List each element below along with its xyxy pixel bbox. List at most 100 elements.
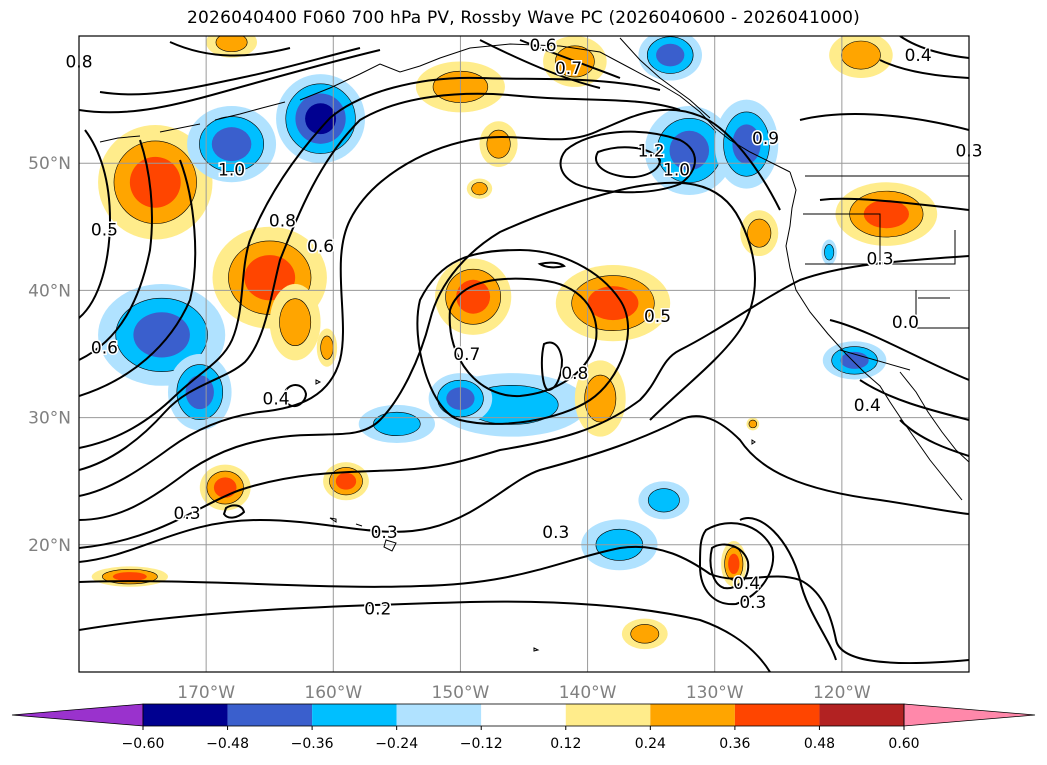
contour-label: 0.7 xyxy=(553,57,583,80)
colorbar-tick-label: 0.48 xyxy=(804,736,835,752)
map-frame xyxy=(78,35,970,673)
anomaly-level xyxy=(863,199,909,229)
anomaly-blob xyxy=(316,328,338,367)
contour-label: 1.0 xyxy=(662,159,692,182)
anomaly-blob xyxy=(555,264,671,342)
contour-label: 0.3 xyxy=(541,522,571,545)
contour-label-text: 0.4 xyxy=(263,390,290,410)
anomaly-level xyxy=(647,488,680,513)
anomaly-blob xyxy=(435,258,512,335)
anomaly-level xyxy=(279,298,312,346)
colorbar-bin xyxy=(650,704,735,726)
contour-label: 0.8 xyxy=(560,363,590,386)
contour-label: 0.5 xyxy=(89,219,119,242)
contour-label-text: 0.3 xyxy=(371,523,398,543)
anomaly-level xyxy=(244,255,296,301)
colorbar-tick-label: 0.36 xyxy=(719,736,750,752)
contour-label-text: 0.8 xyxy=(561,364,588,384)
contour-label-text: 0.4 xyxy=(733,574,760,594)
anomaly-blob xyxy=(323,462,369,501)
lat-lon-grid xyxy=(79,36,969,672)
colorbar: −0.60 −0.48 −0.36 −0.24 −0.12 0.12 0.24 0.36 0.4… xyxy=(11,703,1036,752)
pv-contours xyxy=(79,36,969,672)
lat-tick-label: 20°N xyxy=(28,536,71,556)
contour-label: 0.4 xyxy=(903,45,933,68)
contour-label: 0.0 xyxy=(890,312,920,335)
anomaly-blob xyxy=(835,182,938,246)
colorbar-tick-label: 0.60 xyxy=(888,736,919,752)
anomaly-blob xyxy=(206,36,257,58)
colorbar-tick-label: 0.12 xyxy=(550,736,581,752)
colorbar-bin xyxy=(312,704,397,726)
anomaly-blob xyxy=(829,36,893,78)
anomaly-level xyxy=(215,36,248,53)
anomaly-blob xyxy=(721,540,747,587)
anomaly-level xyxy=(471,182,488,196)
contour-label-text: 0.2 xyxy=(364,599,391,619)
contour-label-text: 0.6 xyxy=(91,339,118,359)
anomaly-level xyxy=(656,43,685,67)
anomaly-level xyxy=(824,244,835,261)
anomaly-blob xyxy=(638,36,702,81)
contour-label: 1.0 xyxy=(217,159,247,182)
anomaly-blob xyxy=(269,284,321,361)
anomaly-level xyxy=(320,335,334,360)
contour-label-text: 0.6 xyxy=(307,237,334,257)
anomaly-level xyxy=(211,127,252,162)
colorbar-bin xyxy=(734,704,820,726)
anomaly-level xyxy=(129,156,181,208)
anomaly-level xyxy=(373,411,421,437)
colorbar-bin xyxy=(227,704,313,726)
colorbar-extend-low xyxy=(11,703,144,727)
anomaly-shading xyxy=(91,36,938,650)
anomaly-level xyxy=(841,40,881,70)
contour-label: 0.6 xyxy=(528,34,558,57)
contour-label: 0.2 xyxy=(363,598,393,621)
colorbar-tick-label: −0.48 xyxy=(206,736,249,752)
anomaly-level xyxy=(486,129,511,159)
colorbar-bin xyxy=(481,704,566,726)
colorbar-tick-label: −0.12 xyxy=(460,736,503,752)
anomaly-blob xyxy=(358,404,435,444)
contour-label: 0.4 xyxy=(852,394,882,417)
colorbar-bin xyxy=(396,704,482,726)
contour-label-text: 0.7 xyxy=(453,345,480,365)
contour-label: 0.7 xyxy=(452,344,482,367)
anomaly-blob xyxy=(199,464,251,511)
lon-tick-label: 130°W xyxy=(686,683,744,703)
lon-tick-label: 140°W xyxy=(559,683,617,703)
anomaly-blob xyxy=(821,239,837,265)
anomaly-blob xyxy=(168,354,232,431)
lon-tick-label: 160°W xyxy=(304,683,362,703)
anomaly-level xyxy=(584,374,617,423)
contour-label: 0.4 xyxy=(261,388,291,411)
anomaly-blob xyxy=(638,481,690,520)
colorbar-tick-label: 0.24 xyxy=(635,736,666,752)
colorbar-frame xyxy=(142,703,905,727)
anomaly-level xyxy=(747,218,772,248)
contour-label-text: 1.2 xyxy=(638,141,665,161)
contour-label-text: 0.0 xyxy=(892,313,919,333)
anomaly-level xyxy=(456,279,491,314)
anomaly-blob xyxy=(479,121,518,168)
chart-title: 2026040400 F060 700 hPa PV, Rossby Wave … xyxy=(187,8,860,28)
contour-labels: 0.80.50.61.00.80.60.40.30.30.20.30.70.80… xyxy=(64,34,984,621)
colorbar-extend-high xyxy=(903,703,1036,727)
anomaly-blob xyxy=(644,105,734,195)
contour-label-text: 0.4 xyxy=(905,46,932,66)
contour-label-text: 0.5 xyxy=(91,220,118,240)
anomaly-blob xyxy=(466,178,493,199)
contour-label-text: 0.3 xyxy=(542,523,569,543)
anomaly-blob xyxy=(822,341,887,380)
contour-label-text: 0.9 xyxy=(752,129,779,149)
lat-tick-label: 40°N xyxy=(28,281,71,301)
anomaly-level xyxy=(213,477,237,498)
contour-label: 0.8 xyxy=(267,210,297,233)
lon-tick-label: 150°W xyxy=(432,683,490,703)
contour-label-text: 0.3 xyxy=(866,250,893,270)
colorbar-tick-label: −0.24 xyxy=(375,736,418,752)
contour-label: 1.2 xyxy=(636,140,666,163)
contour-label-text: 0.3 xyxy=(739,593,766,613)
anomaly-level xyxy=(133,312,190,358)
